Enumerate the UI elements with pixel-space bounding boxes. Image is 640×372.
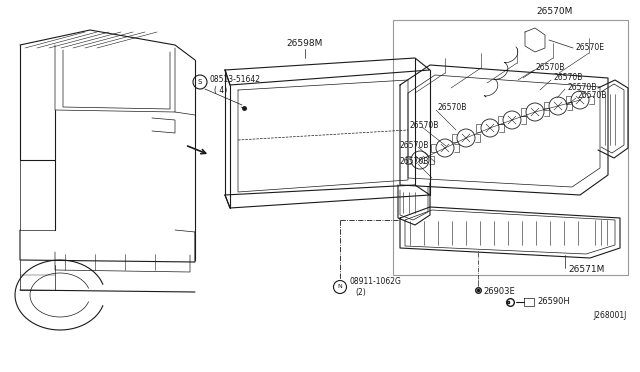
Text: 08911-1062G: 08911-1062G [350,278,402,286]
Text: 26598M: 26598M [287,39,323,48]
Text: ( 4): ( 4) [214,87,227,96]
Text: 26590H: 26590H [537,298,570,307]
Text: 26570B: 26570B [400,157,429,167]
Text: 26570B: 26570B [400,141,429,150]
Text: (2): (2) [355,289,365,298]
Text: 26570M: 26570M [537,7,573,16]
Text: 26570B: 26570B [410,121,440,129]
Text: 26570B: 26570B [567,83,596,92]
Text: N: N [338,285,342,289]
Text: 26570E: 26570E [575,42,604,51]
Text: 26570B: 26570B [438,103,467,112]
Text: 26571M: 26571M [568,266,604,275]
Text: 26570B: 26570B [536,64,565,73]
Bar [393,20,628,275]
Text: S: S [198,79,202,85]
Text: 26570B: 26570B [553,74,582,83]
Text: J268001J: J268001J [593,311,627,320]
Text: 26903E: 26903E [483,288,515,296]
Text: 26570B: 26570B [578,92,607,100]
Text: 08513-51642: 08513-51642 [209,76,260,84]
